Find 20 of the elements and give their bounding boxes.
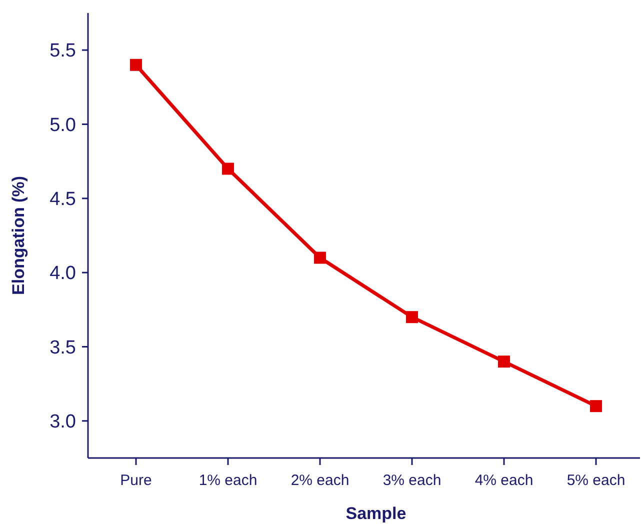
- point: [314, 252, 326, 264]
- x-tick-label: Pure: [120, 472, 152, 489]
- point: [222, 162, 234, 175]
- point: [406, 311, 418, 324]
- y-tick-label: 3.0: [50, 412, 76, 433]
- x-tick-label: 1% each: [198, 472, 258, 489]
- x-tick-label: 4% each: [474, 472, 534, 489]
- y-tick-label: 5.0: [50, 114, 76, 136]
- y-tick-label: 3.5: [50, 337, 76, 358]
- x-tick-label: 5% each: [566, 472, 626, 489]
- point: [130, 58, 142, 71]
- x-axis-title: Sample: [346, 504, 406, 523]
- y-tick-label: 4.0: [50, 263, 76, 284]
- y-tick-label: 5.5: [50, 40, 76, 62]
- x-tick-label: 3% each: [382, 472, 442, 489]
- y-tick-label: 4.5: [50, 189, 76, 210]
- point: [590, 400, 602, 412]
- x-tick-label: 2% each: [290, 472, 350, 489]
- y-axis-title: Elongation (%): [9, 176, 28, 295]
- point: [498, 356, 510, 368]
